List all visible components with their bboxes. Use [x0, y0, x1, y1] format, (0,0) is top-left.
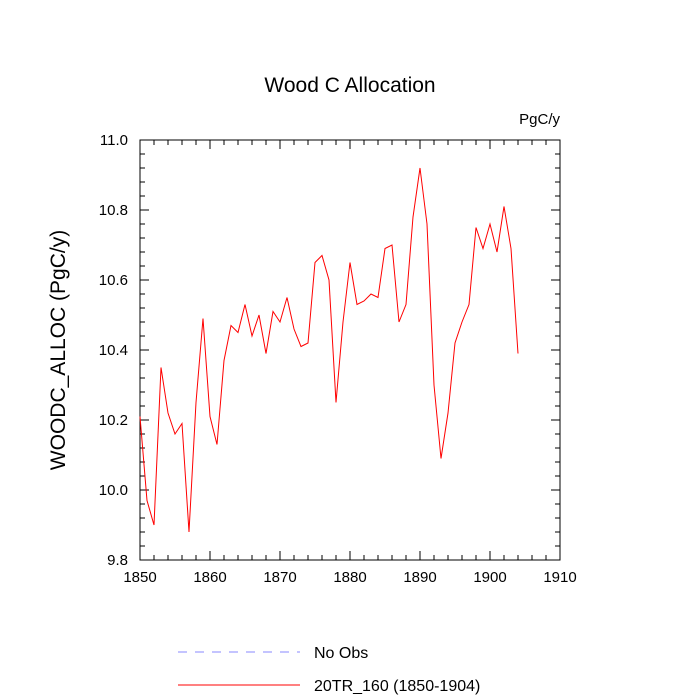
legend-label-20tr-160: 20TR_160 (1850-1904) — [314, 678, 480, 695]
units-label: PgC/y — [519, 111, 560, 128]
x-tick-label: 1870 — [263, 569, 296, 586]
y-tick-label: 10.2 — [99, 412, 128, 429]
y-tick-label: 10.8 — [99, 202, 128, 219]
x-tick-label: 1900 — [473, 569, 506, 586]
y-tick-label: 10.4 — [99, 342, 128, 359]
y-tick-label: 10.6 — [99, 272, 128, 289]
y-axis: 9.8 10.0 10.2 10.4 10.6 10.8 11.0 — [99, 132, 560, 569]
x-tick-label: 1850 — [123, 569, 156, 586]
x-tick-label: 1880 — [333, 569, 366, 586]
x-tick-label: 1860 — [193, 569, 226, 586]
y-tick-label: 11.0 — [100, 132, 128, 149]
y-tick-label: 9.8 — [107, 552, 128, 569]
y-tick-label: 10.0 — [99, 482, 128, 499]
series-line-20tr-160 — [139, 167, 519, 533]
legend: No Obs 20TR_160 (1850-1904) — [178, 645, 480, 695]
x-axis: 1850 1860 1870 1880 1890 1900 1910 — [123, 140, 577, 586]
x-tick-label: 1910 — [543, 569, 576, 586]
legend-label-no-obs: No Obs — [314, 645, 368, 662]
y-axis-label: WOODC_ALLOC (PgC/y) — [47, 230, 70, 470]
plot-frame — [139, 139, 561, 561]
x-tick-label: 1890 — [403, 569, 436, 586]
chart-title: Wood C Allocation — [264, 74, 435, 97]
